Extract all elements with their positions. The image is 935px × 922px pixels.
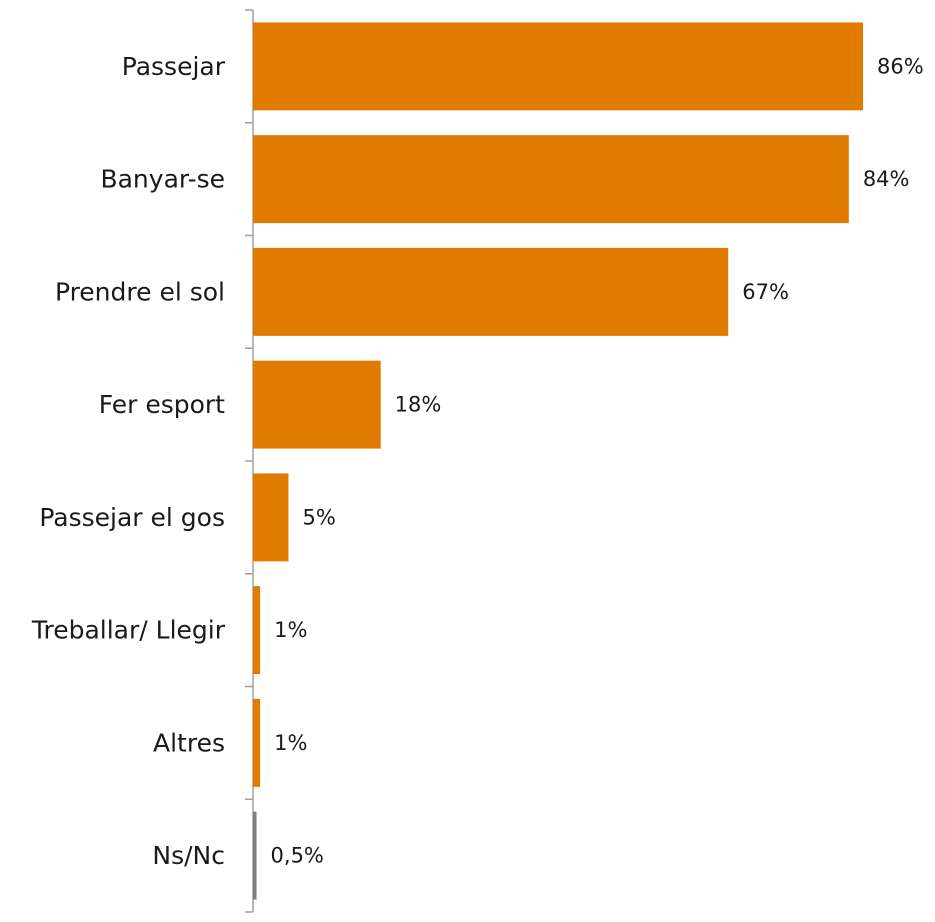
category-label: Passejar el gos: [39, 503, 225, 532]
value-labels-group: 86% 84% 67% 18% 5% 1% 1% 0,5%: [271, 54, 924, 867]
category-label: Banyar-se: [100, 165, 225, 194]
category-label: Fer esport: [99, 390, 225, 419]
category-labels-group: Passejar Banyar-se Prendre el sol Fer espor…: [31, 52, 226, 870]
data-label: 0,5%: [271, 844, 324, 868]
bar: [253, 586, 261, 675]
axis-ticks: [245, 9, 253, 913]
category-label: Prendre el sol: [55, 277, 225, 306]
bar: [253, 247, 729, 336]
bar: [253, 135, 849, 224]
bar: [253, 22, 863, 111]
data-label: 1%: [274, 731, 307, 755]
data-label: 18%: [395, 393, 442, 417]
bar: [253, 811, 257, 900]
bars-group: [253, 22, 863, 900]
data-label: 86%: [877, 54, 924, 78]
category-label: Altres: [153, 728, 225, 757]
bar: [253, 473, 289, 562]
data-label: 84%: [863, 167, 910, 191]
data-label: 67%: [742, 280, 789, 304]
data-label: 5%: [302, 505, 335, 529]
category-label: Treballar/ Llegir: [31, 616, 226, 645]
category-label: Passejar: [122, 52, 226, 81]
data-label: 1%: [274, 618, 307, 642]
bar: [253, 360, 381, 449]
bar: [253, 698, 261, 787]
category-label: Ns/Nc: [152, 841, 225, 870]
